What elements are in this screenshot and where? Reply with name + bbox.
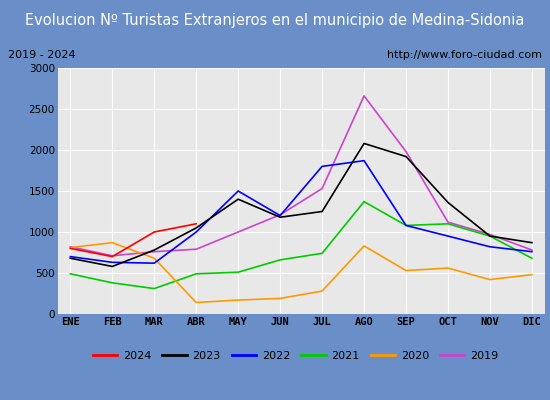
Legend: 2024, 2023, 2022, 2021, 2020, 2019: 2024, 2023, 2022, 2021, 2020, 2019 <box>89 346 503 366</box>
Text: http://www.foro-ciudad.com: http://www.foro-ciudad.com <box>387 50 542 60</box>
Text: 2019 - 2024: 2019 - 2024 <box>8 50 76 60</box>
Text: Evolucion Nº Turistas Extranjeros en el municipio de Medina-Sidonia: Evolucion Nº Turistas Extranjeros en el … <box>25 14 525 28</box>
